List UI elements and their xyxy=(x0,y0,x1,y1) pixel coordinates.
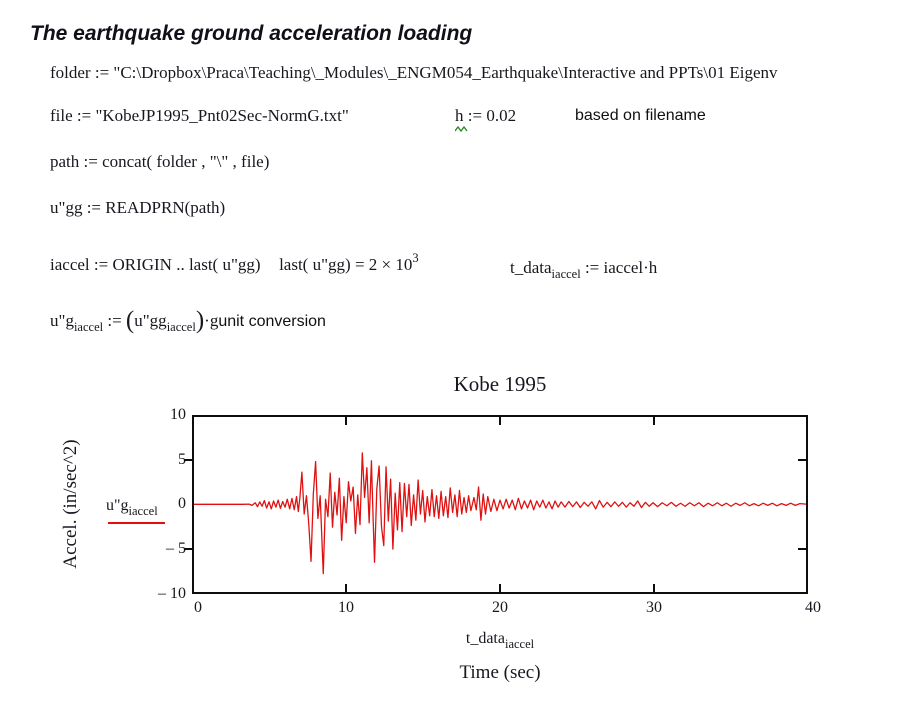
x-axis-title: Time (sec) xyxy=(459,662,541,683)
equation-ug[interactable]: u"giaccel := (u"ggiaccel)·gunit conversi… xyxy=(50,307,326,334)
last-ugg-expression: last( u"gg) xyxy=(279,255,351,274)
page-title: The earthquake ground acceleration loadi… xyxy=(30,22,473,45)
legend-label: u"giaccel xyxy=(106,497,158,518)
ug-tail: ·g xyxy=(204,311,219,330)
x-axis-var-subscript: iaccel xyxy=(504,637,535,651)
folder-lhs: folder xyxy=(50,63,91,82)
x-tick-10: 10 xyxy=(338,599,354,616)
acceleration-trace xyxy=(194,452,806,575)
assign-operator: := xyxy=(83,152,98,171)
acceleration-trace-svg xyxy=(194,452,806,575)
equals-operator: = xyxy=(354,255,365,274)
assign-operator: := xyxy=(93,255,109,274)
path-value: concat( folder , "\" , file) xyxy=(102,152,270,171)
x-tick-0: 0 xyxy=(194,599,202,616)
x-axis-var-base: t_data xyxy=(465,630,505,647)
green-squiggle-underline-icon xyxy=(455,126,468,132)
ugg-value: READPRN(path) xyxy=(105,198,226,217)
iaccel-range: ORIGIN .. last( u"gg) xyxy=(112,255,261,274)
right-tick-neg5 xyxy=(798,548,806,550)
equation-ugg[interactable]: u"gg := READPRN(path) xyxy=(50,198,225,218)
tdata-value: iaccel·h xyxy=(603,258,658,277)
top-tick-20 xyxy=(499,417,501,425)
x-tick-40: 40 xyxy=(805,599,821,616)
ug-base: u"g xyxy=(50,311,74,330)
assign-operator: := xyxy=(86,198,102,217)
ugg-lhs: u"gg xyxy=(50,198,83,217)
y-tick-5: 5 xyxy=(178,451,186,468)
open-paren: ( xyxy=(125,307,135,334)
iaccel-lhs: iaccel xyxy=(50,255,90,274)
tdata-base: t_data xyxy=(510,258,552,277)
equation-folder[interactable]: folder := "C:\Dropbox\Praca\Teaching\_Mo… xyxy=(50,63,778,83)
ug-subscript: iaccel xyxy=(73,320,104,334)
acceleration-plot[interactable] xyxy=(192,415,808,594)
bottom-tick-30 xyxy=(653,584,655,592)
chart-title: Kobe 1995 xyxy=(453,372,547,396)
equation-tdata[interactable]: t_dataiaccel := iaccel·h xyxy=(510,258,658,281)
left-tick-5 xyxy=(184,459,192,461)
y-axis-title: Accel. (in/sec^2) xyxy=(60,439,81,569)
x-tick-20: 20 xyxy=(492,599,508,616)
top-tick-30 xyxy=(653,417,655,425)
bottom-tick-20 xyxy=(499,584,501,592)
assign-operator: := xyxy=(94,63,110,82)
assign-operator: := xyxy=(107,311,122,330)
equation-h[interactable]: h := 0.02 xyxy=(455,106,517,132)
right-tick-5 xyxy=(798,459,806,461)
legend-base: u"g xyxy=(106,497,129,514)
y-tick-neg10: – 10 xyxy=(158,585,186,602)
equation-path[interactable]: path := concat( folder , "\" , file) xyxy=(50,152,269,172)
left-tick-neg5 xyxy=(184,548,192,550)
h-lhs: h xyxy=(455,106,464,125)
assign-operator: := xyxy=(584,258,600,277)
top-tick-10 xyxy=(345,417,347,425)
assign-operator: := xyxy=(467,106,483,125)
y-tick-10: 10 xyxy=(170,406,186,423)
equation-file[interactable]: file := "KobeJP1995_Pnt02Sec-NormG.txt" xyxy=(50,106,349,126)
file-lhs: file xyxy=(50,106,73,125)
legend-subscript: iaccel xyxy=(128,504,158,518)
legend-trace-sample-line xyxy=(108,522,165,524)
x-axis-variable: t_dataiaccel xyxy=(192,630,808,651)
comment-based-on-filename: based on filename xyxy=(575,107,706,124)
y-tick-neg5: – 5 xyxy=(166,540,186,557)
close-paren: ) xyxy=(195,307,205,334)
bottom-tick-10 xyxy=(345,584,347,592)
ug-inner-base: u"gg xyxy=(134,311,167,330)
ug-inner-subscript: iaccel xyxy=(166,320,196,334)
result-mantissa: 2 × 10 xyxy=(368,255,413,274)
path-lhs: path xyxy=(50,152,80,171)
x-tick-30: 30 xyxy=(646,599,662,616)
y-tick-0: 0 xyxy=(178,495,186,512)
h-value: 0.02 xyxy=(486,106,517,125)
folder-value: "C:\Dropbox\Praca\Teaching\_Modules\_ENG… xyxy=(113,63,778,82)
equation-iaccel[interactable]: iaccel := ORIGIN .. last( u"gg) last( u"… xyxy=(50,251,419,275)
tdata-subscript: iaccel xyxy=(551,267,581,281)
comment-unit-conversion: unit conversion xyxy=(218,313,326,330)
result-exponent: 3 xyxy=(412,251,419,265)
assign-operator: := xyxy=(76,106,92,125)
file-value: "KobeJP1995_Pnt02Sec-NormG.txt" xyxy=(95,106,349,125)
